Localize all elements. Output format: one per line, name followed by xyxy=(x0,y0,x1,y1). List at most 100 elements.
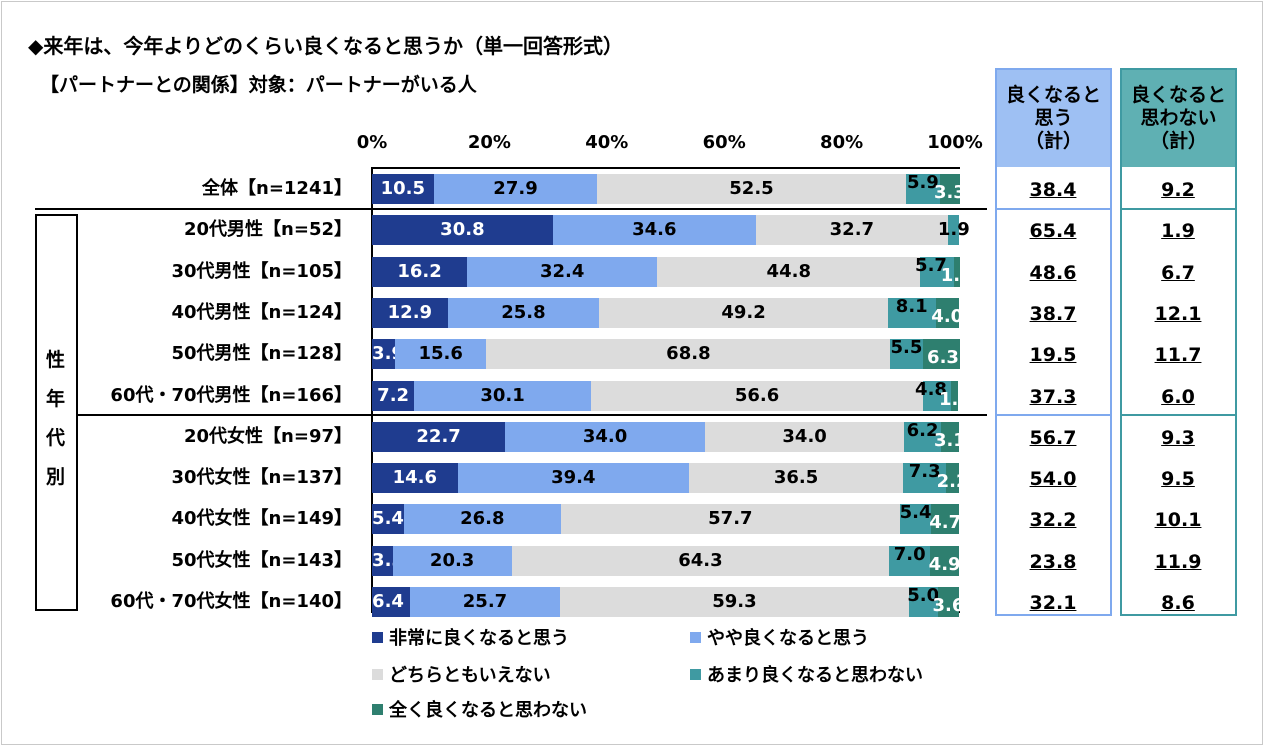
bar-segment xyxy=(890,339,923,370)
negative-total-value: 6.0 xyxy=(1161,385,1195,408)
legend-item: どちらともいえない xyxy=(372,661,551,687)
legend-swatch xyxy=(690,668,701,680)
plot-top-border xyxy=(371,167,960,169)
bar-data-label: 1.2 xyxy=(938,388,971,410)
bar-segment xyxy=(552,215,756,246)
positive-total-value: 32.2 xyxy=(1029,509,1077,532)
bar-segment xyxy=(372,174,434,204)
bar-segment xyxy=(935,297,959,328)
negative-total-value: 9.2 xyxy=(1161,179,1195,201)
chart-subtitle: 【パートナーとの関係】対象：パートナーがいる人 xyxy=(40,74,477,96)
bar-segment xyxy=(394,339,487,370)
bar-data-label: 3.6 xyxy=(932,595,965,616)
summary-separator xyxy=(995,414,1112,416)
bar-segment xyxy=(940,174,960,204)
header-line: （計） xyxy=(1024,130,1082,152)
group-bracket xyxy=(35,214,78,611)
bar-segment xyxy=(372,504,404,535)
bar-data-label: 5.9 xyxy=(906,172,939,193)
category-label: 30代女性【n=137】 xyxy=(171,467,352,489)
bar-segment xyxy=(372,297,448,328)
bar-segment xyxy=(372,215,553,246)
summary-separator xyxy=(995,208,1112,210)
bar-data-label: 10.5 xyxy=(380,178,426,199)
negative-total-value: 6.7 xyxy=(1161,261,1195,284)
bar-segment xyxy=(599,297,888,328)
bar-segment xyxy=(755,215,948,246)
bar-data-label: 34.0 xyxy=(582,425,628,447)
bar-data-label: 64.3 xyxy=(678,549,723,571)
bar-segment xyxy=(372,463,458,494)
category-label: 40代女性【n=149】 xyxy=(171,508,352,530)
bar-segment xyxy=(486,339,891,370)
bar-data-label: 52.5 xyxy=(729,178,774,199)
bar-data-label: 7.2 xyxy=(377,384,410,406)
negative-total-value: 10.1 xyxy=(1154,509,1202,532)
negative-total-value: 11.9 xyxy=(1154,550,1202,573)
bar-data-label: 16.2 xyxy=(397,260,442,282)
bar-data-label: 5.5 xyxy=(890,337,923,359)
positive-total-value: 54.0 xyxy=(1029,468,1077,491)
group-separator xyxy=(78,414,987,416)
bar-data-label: 27.9 xyxy=(493,178,538,199)
legend-swatch xyxy=(372,631,383,643)
chart-title: ◆来年は、今年よりどのくらい良くなると思うか（単一回答形式） xyxy=(28,34,623,58)
bar-segment xyxy=(403,504,561,535)
bar-data-label: 15.6 xyxy=(418,343,463,365)
negative-total-value: 9.5 xyxy=(1161,468,1195,491)
bar-data-label: 26.8 xyxy=(460,508,505,530)
bar-segment xyxy=(657,256,921,287)
bar-segment xyxy=(937,587,959,617)
category-label: 60代・70代女性【n=140】 xyxy=(110,591,352,612)
bar-segment xyxy=(889,545,931,576)
positive-total-header: 良くなると 思う （計） xyxy=(997,70,1110,167)
bar-segment xyxy=(409,587,561,617)
bar-data-label: 39.4 xyxy=(551,467,596,489)
legend-swatch xyxy=(690,631,701,643)
bar-data-label: 4.8 xyxy=(915,378,947,400)
bar-segment xyxy=(922,339,960,370)
bar-data-label: 6.2 xyxy=(906,419,939,441)
bar-data-label: 32.4 xyxy=(539,260,585,282)
bar-segment xyxy=(940,421,959,452)
bar-data-label: 14.6 xyxy=(392,467,438,489)
negative-total-value: 12.1 xyxy=(1154,302,1202,325)
positive-total-value: 19.5 xyxy=(1029,344,1077,367)
negative-total-column: 良くなると 思わない （計） xyxy=(1120,68,1237,616)
positive-total-value: 23.8 xyxy=(1029,550,1077,573)
legend-swatch xyxy=(372,668,383,680)
bar-segment xyxy=(946,463,959,494)
category-label: 50代女性【n=143】 xyxy=(171,549,352,571)
bar-data-label: 34.0 xyxy=(782,425,827,447)
category-label: 20代男性【n=52】 xyxy=(184,219,352,241)
negative-total-value: 9.3 xyxy=(1161,426,1195,449)
negative-total-value: 11.7 xyxy=(1154,344,1202,367)
bar-data-label: 36.5 xyxy=(773,467,819,489)
positive-total-value: 38.7 xyxy=(1029,302,1077,325)
bar-segment xyxy=(372,380,415,411)
bar-data-label: 4.0 xyxy=(931,305,964,327)
bar-segment xyxy=(947,215,959,246)
bar-segment xyxy=(951,380,959,411)
bar-segment xyxy=(372,545,393,576)
bar-data-label: 68.8 xyxy=(666,343,711,365)
negative-total-header: 良くなると 思わない （計） xyxy=(1122,70,1235,167)
legend-label: 非常に良くなると思う xyxy=(389,628,569,649)
bar-data-label: 5.4 xyxy=(372,508,404,530)
category-label: 60代・70代男性【n=166】 xyxy=(110,384,352,406)
bar-data-label: 44.8 xyxy=(766,260,811,282)
bar-segment xyxy=(590,380,924,411)
bar-data-label: 2.2 xyxy=(936,471,969,493)
legend-item: 全く良くなると思わない xyxy=(372,696,587,722)
bar-segment xyxy=(930,545,959,576)
group-separator xyxy=(35,208,987,210)
bar-data-label: 20.3 xyxy=(429,549,475,571)
bar-data-label: 3.1 xyxy=(933,429,966,451)
bar-segment xyxy=(560,587,909,617)
legend-label: やや良くなると思う xyxy=(707,628,869,649)
bar-data-label: 6.3 xyxy=(927,347,959,369)
group-label-char: 代 xyxy=(46,427,66,449)
bar-data-label: 30.8 xyxy=(440,219,485,241)
category-label: 全体【n=1241】 xyxy=(202,178,352,199)
category-label: 20代女性【n=97】 xyxy=(184,425,352,447)
